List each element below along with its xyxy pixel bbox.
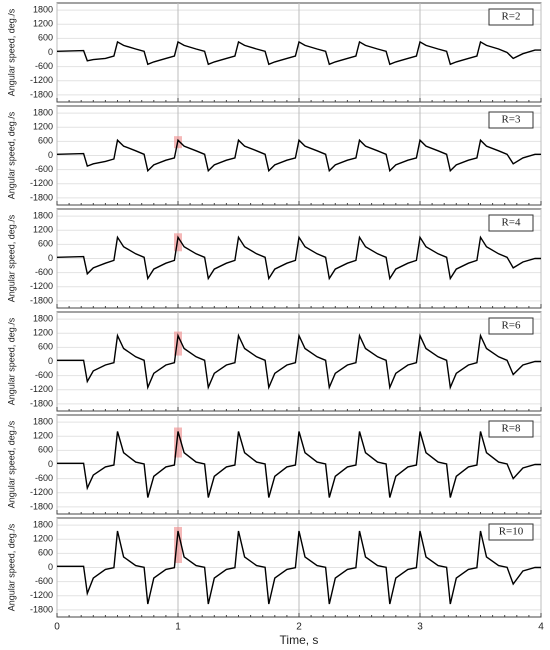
annotation-box [488, 8, 534, 26]
highlight [174, 233, 182, 252]
y-tick-label: 600 [38, 342, 53, 352]
y-tick-label: 1800 [33, 107, 53, 117]
y-tick-label: -1200 [30, 487, 53, 497]
y-tick-label: -1800 [30, 501, 53, 511]
line [56, 40, 541, 66]
y-tick-label: 1800 [33, 4, 53, 14]
y-tick-label: 1800 [33, 313, 53, 323]
y-tick-label: 1200 [33, 534, 53, 544]
y-tick-label: 0 [48, 253, 53, 263]
y-axis-label: Angular speed, deg./s [6, 420, 16, 508]
x-tick-label: 3 [417, 622, 423, 633]
highlight [174, 526, 182, 563]
y-tick-label: -600 [35, 576, 53, 586]
annotation: R=3 [501, 114, 521, 126]
y-tick-label: 600 [38, 548, 53, 558]
y-tick-label: 0 [48, 562, 53, 572]
y-tick-label: -1800 [30, 398, 53, 408]
y-tick-label: 1200 [33, 225, 53, 235]
annotation-box [488, 420, 534, 438]
annotation-box [488, 523, 534, 541]
y-tick-label: 1800 [33, 416, 53, 426]
line [56, 235, 541, 281]
line [57, 530, 541, 605]
y-axis-label: Angular speed, deg./s [6, 523, 16, 611]
y-tick-label: -1800 [30, 604, 53, 614]
y-tick-label: -1800 [30, 89, 53, 99]
y-axis-label: Angular speed, deg./s [6, 111, 16, 199]
y-tick-label: -1200 [30, 281, 53, 291]
y-tick-label: -1200 [30, 384, 53, 394]
annotation: R=8 [501, 423, 521, 435]
y-tick-label: 600 [38, 33, 53, 43]
y-tick-label: 1800 [33, 210, 53, 220]
y-tick-label: 600 [38, 445, 53, 455]
x-tick-label: 2 [296, 622, 302, 633]
x-tick-label: 4 [538, 622, 544, 633]
y-tick-label: 1200 [33, 328, 53, 338]
y-tick-label: -600 [35, 370, 53, 380]
annotation: R=6 [501, 320, 521, 332]
annotation-box [488, 111, 534, 129]
y-tick-label: 1800 [33, 519, 53, 529]
annotation-box [488, 317, 534, 335]
y-tick-label: -1200 [30, 75, 53, 85]
y-tick-label: 600 [38, 239, 53, 249]
annotation: R=2 [501, 11, 520, 23]
y-tick-label: 1200 [33, 19, 53, 29]
line [56, 138, 541, 173]
y-tick-label: -600 [35, 164, 53, 174]
y-tick-label: -1200 [30, 178, 53, 188]
y-tick-label: -600 [35, 61, 53, 71]
y-tick-label: -1800 [30, 192, 53, 202]
y-tick-label: -1800 [30, 295, 53, 305]
y-axis-label: Angular speed, deg./s [6, 214, 16, 302]
line [57, 431, 541, 498]
x-axis-label: Time, s [280, 633, 319, 647]
y-tick-label: -600 [35, 267, 53, 277]
highlight [174, 331, 182, 356]
y-tick-label: 0 [48, 459, 53, 469]
y-axis-label: Angular speed, deg./s [6, 8, 16, 96]
x-tick-label: 0 [54, 622, 60, 633]
annotation-box [488, 214, 534, 232]
y-tick-label: 0 [48, 47, 53, 57]
y-tick-label: 1200 [33, 122, 53, 132]
y-tick-label: 0 [48, 150, 53, 160]
y-tick-label: 1200 [33, 431, 53, 441]
annotation: R=10 [499, 526, 524, 538]
y-tick-label: 600 [38, 136, 53, 146]
x-tick-label: 1 [175, 622, 181, 633]
y-tick-label: 0 [48, 356, 53, 366]
line [57, 333, 541, 391]
y-tick-label: -600 [35, 473, 53, 483]
highlight [174, 427, 182, 458]
y-axis-label: Angular speed, deg./s [6, 317, 16, 405]
y-tick-label: -1200 [30, 590, 53, 600]
annotation: R=4 [501, 217, 521, 229]
